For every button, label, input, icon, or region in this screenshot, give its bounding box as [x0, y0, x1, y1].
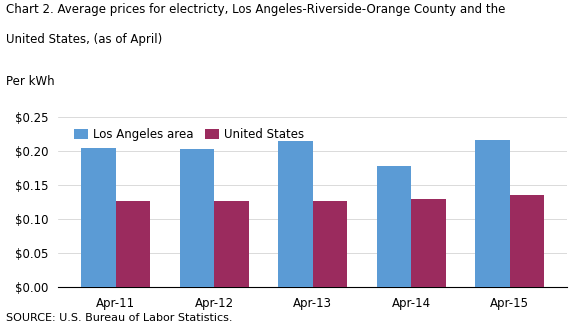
- Bar: [278, 141, 313, 287]
- Bar: [411, 199, 446, 287]
- Bar: [214, 201, 248, 287]
- Bar: [179, 149, 214, 287]
- Bar: [510, 195, 544, 287]
- Text: Chart 2. Average prices for electricty, Los Angeles-Riverside-Orange County and : Chart 2. Average prices for electricty, …: [6, 3, 505, 16]
- Bar: [377, 166, 411, 287]
- Text: United States, (as of April): United States, (as of April): [6, 33, 162, 46]
- Bar: [475, 141, 510, 287]
- Text: Per kWh: Per kWh: [6, 75, 54, 88]
- Bar: [81, 148, 116, 287]
- Bar: [116, 201, 150, 287]
- Text: SOURCE: U.S. Bureau of Labor Statistics.: SOURCE: U.S. Bureau of Labor Statistics.: [6, 313, 232, 323]
- Bar: [313, 201, 347, 287]
- Legend: Los Angeles area, United States: Los Angeles area, United States: [69, 123, 309, 146]
